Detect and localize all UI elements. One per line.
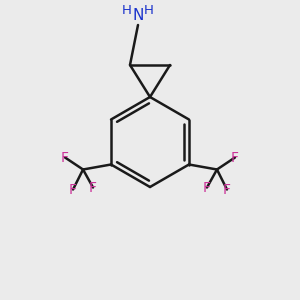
Text: F: F <box>69 182 77 197</box>
Text: N: N <box>132 8 144 22</box>
Text: F: F <box>89 181 97 194</box>
Text: H: H <box>144 4 154 17</box>
Text: F: F <box>203 181 211 194</box>
Text: F: F <box>231 151 239 164</box>
Text: H: H <box>122 4 132 17</box>
Text: F: F <box>61 151 69 164</box>
Text: F: F <box>223 182 231 197</box>
